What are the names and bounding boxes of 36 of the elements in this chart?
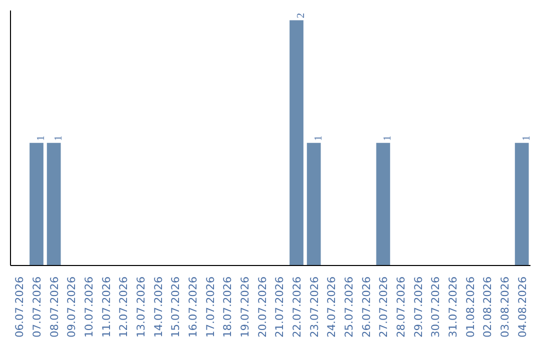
x-tick-label: 22.07.2026 xyxy=(290,276,304,338)
data-label: 2 xyxy=(296,12,307,18)
x-tick-label: 01.08.2026 xyxy=(464,276,477,338)
x-tick-label: 15.07.2026 xyxy=(169,276,182,338)
x-tick-label: 08.07.2026 xyxy=(48,276,61,338)
x-tick-label: 21.07.2026 xyxy=(273,276,286,338)
x-tick-label: 20.07.2026 xyxy=(256,276,269,338)
x-tick-label: 12.07.2026 xyxy=(117,276,130,338)
x-tick-label: 28.07.2026 xyxy=(394,276,408,338)
x-tick-label: 11.07.2026 xyxy=(100,276,113,338)
x-tick-label: 17.07.2026 xyxy=(204,276,217,338)
x-tick-label: 30.07.2026 xyxy=(429,276,442,338)
x-tick-label: 10.07.2026 xyxy=(82,276,96,338)
x-tick-label: 18.07.2026 xyxy=(221,276,234,338)
data-label: 1 xyxy=(382,136,394,141)
x-tick-label: 06.07.2026 xyxy=(13,276,26,338)
data-label: 1 xyxy=(521,136,532,141)
x-tick-label: 31.07.2026 xyxy=(446,276,460,338)
x-tick-label: 09.07.2026 xyxy=(65,276,78,338)
data-label: 1 xyxy=(313,136,324,141)
x-tick-label: 16.07.2026 xyxy=(186,276,200,338)
x-tick-label: 07.07.2026 xyxy=(30,276,44,338)
data-label: 1 xyxy=(36,136,47,141)
x-tick-label: 04.08.2026 xyxy=(516,276,529,338)
x-tick-label: 25.07.2026 xyxy=(342,276,356,338)
x-tick-label: 29.07.2026 xyxy=(412,276,425,338)
data-label: 1 xyxy=(53,136,64,141)
x-tick-label: 26.07.2026 xyxy=(360,276,373,338)
x-tick-label: 24.07.2026 xyxy=(325,276,338,338)
x-tick-label: 19.07.2026 xyxy=(238,276,252,338)
x-tick-label: 03.08.2026 xyxy=(498,276,512,338)
x-tick-label: 13.07.2026 xyxy=(134,276,148,338)
x-tick-label: 14.07.2026 xyxy=(152,276,165,338)
x-tick-label: 23.07.2026 xyxy=(308,276,321,338)
x-tick-label: 27.07.2026 xyxy=(377,276,390,338)
x-tick-label: 02.08.2026 xyxy=(481,276,494,338)
